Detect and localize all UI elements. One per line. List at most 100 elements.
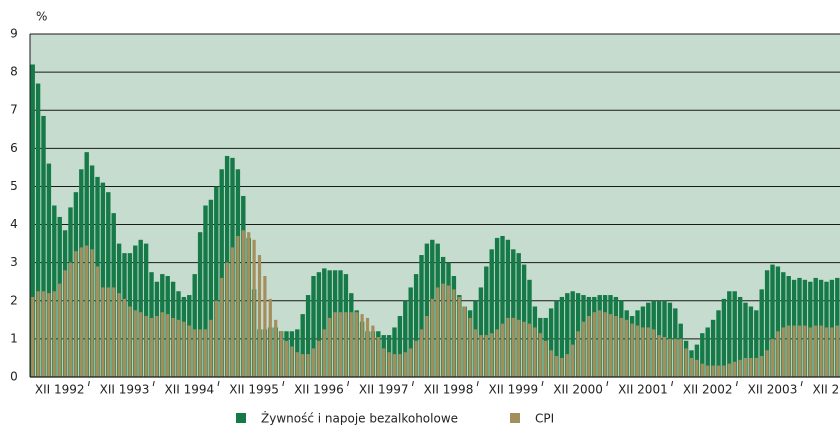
- bar: [247, 232, 251, 377]
- x-tick-label: XII 1992: [35, 383, 85, 397]
- year-separator: [411, 380, 414, 387]
- bar: [425, 316, 429, 377]
- bar: [138, 239, 143, 377]
- bar: [112, 287, 116, 377]
- bar: [452, 289, 456, 377]
- bar: [803, 325, 807, 377]
- bar: [754, 357, 758, 377]
- bar: [549, 350, 553, 377]
- bar: [824, 327, 829, 377]
- bar: [495, 329, 499, 377]
- bar: [225, 262, 229, 377]
- bar: [770, 338, 775, 377]
- y-tick-label: 0: [10, 370, 18, 384]
- bar: [441, 283, 445, 377]
- bar: [721, 298, 727, 377]
- bar: [403, 300, 408, 377]
- legend-swatch: [236, 413, 246, 423]
- x-tick-label: XII 1994: [164, 383, 214, 397]
- x-tick-label: XII 1998: [424, 383, 474, 397]
- year-separator: [671, 380, 674, 387]
- bar: [198, 329, 202, 377]
- bar: [149, 317, 154, 377]
- y-tick-label: 5: [10, 179, 18, 193]
- bar: [203, 205, 208, 377]
- bar: [521, 264, 527, 377]
- bar: [31, 296, 35, 377]
- year-separator: [347, 380, 350, 387]
- bar: [392, 354, 397, 377]
- bar: [737, 296, 743, 377]
- bar: [101, 287, 105, 377]
- bar: [743, 357, 748, 377]
- bar: [387, 352, 391, 377]
- bar: [182, 321, 186, 377]
- bar: [587, 316, 591, 377]
- bar: [252, 239, 256, 377]
- x-tick-label: XII 2004: [812, 383, 840, 397]
- bar: [775, 266, 781, 377]
- bar: [133, 310, 137, 377]
- bar: [727, 363, 731, 377]
- bar: [662, 336, 667, 377]
- bar: [122, 298, 127, 377]
- bar: [710, 319, 716, 377]
- bar: [754, 310, 759, 377]
- year-separator: [800, 380, 803, 387]
- bar: [592, 312, 596, 377]
- legend-label: Żywność i napoje bezalkoholowe: [261, 411, 458, 426]
- bar: [419, 329, 424, 377]
- bar: [489, 249, 494, 377]
- bar: [268, 298, 272, 377]
- bar: [279, 331, 283, 377]
- year-separator: [152, 380, 155, 387]
- y-tick-label: 8: [10, 65, 18, 79]
- bar: [565, 354, 569, 377]
- bar: [230, 247, 235, 377]
- y-tick-label: 4: [10, 217, 18, 231]
- bar: [95, 266, 100, 377]
- plot-area: [30, 34, 840, 377]
- bar: [403, 352, 407, 377]
- bar: [36, 291, 40, 377]
- bar: [792, 325, 796, 377]
- bar: [257, 255, 262, 377]
- bar: [305, 295, 311, 377]
- bar: [808, 327, 812, 377]
- bar: [517, 319, 521, 377]
- bar: [781, 327, 785, 377]
- bar: [463, 306, 467, 377]
- x-tick-label: XII 1999: [488, 383, 538, 397]
- y-tick-label: 9: [10, 27, 18, 41]
- bar: [166, 314, 170, 377]
- bar: [716, 310, 721, 377]
- y-tick-label: 3: [10, 255, 18, 269]
- bar: [236, 235, 240, 377]
- bar: [646, 327, 650, 377]
- bar: [614, 316, 618, 377]
- bar: [203, 329, 208, 377]
- x-tick-label: XII 1993: [100, 383, 150, 397]
- legend-label: CPI: [535, 412, 554, 426]
- x-tick-label: XII 2001: [618, 383, 668, 397]
- bar: [500, 235, 505, 377]
- bar: [565, 293, 570, 377]
- bar: [457, 296, 461, 377]
- bar: [193, 329, 197, 377]
- year-separator: [87, 380, 90, 387]
- bar: [478, 287, 484, 377]
- bar: [760, 356, 764, 377]
- bar: [241, 230, 245, 377]
- bar: [560, 357, 564, 377]
- bar: [317, 340, 321, 377]
- bar: [479, 335, 483, 377]
- bar: [144, 316, 148, 377]
- bar: [430, 298, 434, 377]
- bar: [79, 247, 83, 377]
- bar: [494, 237, 500, 377]
- bar: [598, 310, 602, 377]
- bar: [371, 325, 375, 377]
- x-tick-label: XII 2002: [683, 383, 733, 397]
- y-axis-label: %: [36, 10, 47, 24]
